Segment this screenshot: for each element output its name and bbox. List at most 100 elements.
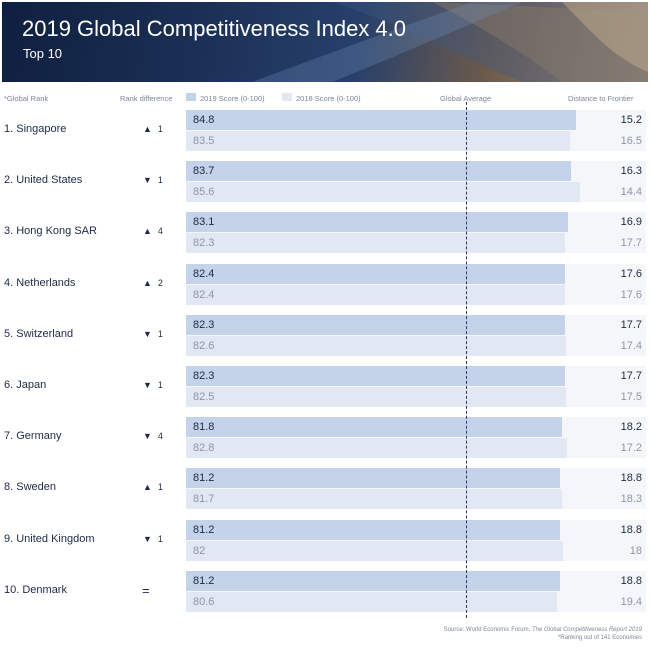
rank-difference-value: 1: [157, 380, 163, 390]
distance-2019-label: 18.8: [620, 472, 642, 484]
col-header-distance: Distance to Frontier: [568, 94, 634, 103]
score-2018-label: 82.5: [193, 391, 215, 403]
distance-2019-label: 16.3: [620, 165, 642, 177]
distance-2019-label: 15.2: [620, 114, 642, 126]
rank-difference-value: 1: [157, 175, 163, 185]
legend-swatch-2019: [186, 93, 196, 101]
rank-difference: ▲ 2: [143, 278, 163, 288]
ranking-note: *Ranking out of 141 Economies: [557, 635, 642, 641]
score-2018-label: 82: [193, 545, 206, 557]
bar-2018: [186, 336, 566, 356]
score-2019-label: 84.8: [193, 114, 215, 126]
bar-2018: [186, 233, 565, 253]
bar-2018: [186, 387, 566, 407]
triangle-up-icon: ▲: [143, 278, 152, 288]
rank-difference: ▼ 1: [143, 329, 163, 339]
distance-2018-label: 16.5: [620, 135, 642, 147]
distance-2018-label: 18.3: [620, 493, 642, 505]
country-label: 10. Denmark: [4, 584, 67, 596]
bar-2019: [186, 161, 572, 181]
rank-difference-value: 1: [157, 124, 163, 134]
triangle-up-icon: ▲: [143, 124, 152, 134]
chart-title: 2019 Global Competitiveness Index 4.0: [22, 16, 407, 41]
source-note: Source: World Economic Forum, The Global…: [444, 627, 642, 633]
bar-2019: [186, 212, 569, 232]
bar-2019: [186, 315, 565, 335]
rank-difference-value: 2: [157, 278, 163, 288]
country-label: 2. United States: [4, 174, 83, 186]
country-label: 8. Sweden: [4, 481, 56, 493]
distance-2019-label: 18.8: [620, 575, 642, 587]
country-label: 9. United Kingdom: [4, 533, 95, 545]
distance-2019-label: 16.9: [620, 216, 642, 228]
banner-decoration: [252, 2, 648, 82]
rank-difference: ▼ 1: [143, 175, 163, 185]
score-2018-label: 85.6: [193, 186, 215, 198]
global-average-line: [466, 102, 467, 618]
country-label: 1. Singapore: [4, 123, 67, 135]
bar-2019: [186, 264, 566, 284]
score-2018-label: 80.6: [193, 596, 215, 608]
score-2018-label: 81.7: [193, 493, 215, 505]
score-2018-label: 82.6: [193, 340, 215, 352]
bar-2018: [186, 182, 580, 202]
score-2018-label: 82.8: [193, 442, 215, 454]
score-2018-label: 83.5: [193, 135, 215, 147]
score-2019-label: 82.3: [193, 319, 215, 331]
bar-2019: [186, 110, 577, 130]
distance-2019-label: 18.8: [620, 524, 642, 536]
source-title: The Global Competitiveness Report 2019: [531, 627, 642, 633]
legend-label-2019: 2019 Score (0-100): [200, 94, 265, 103]
legend-label-2018: 2018 Score (0-100): [296, 94, 361, 103]
rank-difference-value: 1: [157, 329, 163, 339]
country-label: 7. Germany: [4, 430, 62, 442]
distance-2018-label: 17.2: [620, 442, 642, 454]
score-2019-label: 81.2: [193, 524, 215, 536]
bar-2018: [186, 438, 567, 458]
distance-2019-label: 17.6: [620, 268, 642, 280]
country-label: 4. Netherlands: [4, 277, 76, 289]
triangle-up-icon: ▲: [143, 226, 152, 236]
bar-2018: [186, 489, 562, 509]
rank-difference: =: [142, 583, 150, 598]
col-header-rank: *Global Rank: [4, 94, 49, 103]
distance-2019-label: 18.2: [620, 421, 642, 433]
bar-2018: [186, 131, 571, 151]
bar-2019: [186, 571, 560, 591]
distance-2018-label: 17.5: [620, 391, 642, 403]
score-2019-label: 83.7: [193, 165, 215, 177]
rank-difference-value: =: [142, 583, 150, 598]
col-header-global-average: Global Average: [440, 94, 492, 103]
score-2019-label: 81.2: [193, 472, 215, 484]
rank-difference: ▲ 4: [143, 226, 163, 236]
header-banner: 2019 Global Competitiveness Index 4.0 To…: [2, 2, 648, 82]
score-2019-label: 82.4: [193, 268, 215, 280]
rank-difference: ▲ 1: [143, 482, 163, 492]
triangle-down-icon: ▼: [143, 175, 152, 185]
rank-difference: ▲ 1: [143, 124, 163, 134]
distance-2018-label: 18: [629, 545, 642, 557]
distance-2018-label: 17.7: [620, 237, 642, 249]
score-2018-label: 82.3: [193, 237, 215, 249]
triangle-up-icon: ▲: [143, 482, 152, 492]
rank-difference-value: 4: [157, 226, 163, 236]
triangle-down-icon: ▼: [143, 534, 152, 544]
rank-difference-value: 1: [157, 482, 163, 492]
source-prefix: Source: World Economic Forum,: [443, 627, 531, 633]
triangle-down-icon: ▼: [143, 380, 152, 390]
distance-2019-label: 17.7: [620, 319, 642, 331]
triangle-down-icon: ▼: [143, 329, 152, 339]
rank-difference-value: 4: [157, 431, 163, 441]
chart-subtitle: Top 10: [23, 46, 63, 61]
bar-2018: [186, 592, 557, 612]
bar-2019: [186, 417, 563, 437]
bar-2018: [186, 541, 564, 561]
bar-2018: [186, 285, 566, 305]
rank-difference-value: 1: [157, 534, 163, 544]
score-2019-label: 82.3: [193, 370, 215, 382]
col-header-rank-diff: Rank difference: [120, 94, 173, 103]
country-label: 3. Hong Kong SAR: [4, 225, 97, 237]
rank-difference: ▼ 4: [143, 431, 163, 441]
distance-2018-label: 19.4: [620, 596, 642, 608]
bar-2019: [186, 468, 560, 488]
